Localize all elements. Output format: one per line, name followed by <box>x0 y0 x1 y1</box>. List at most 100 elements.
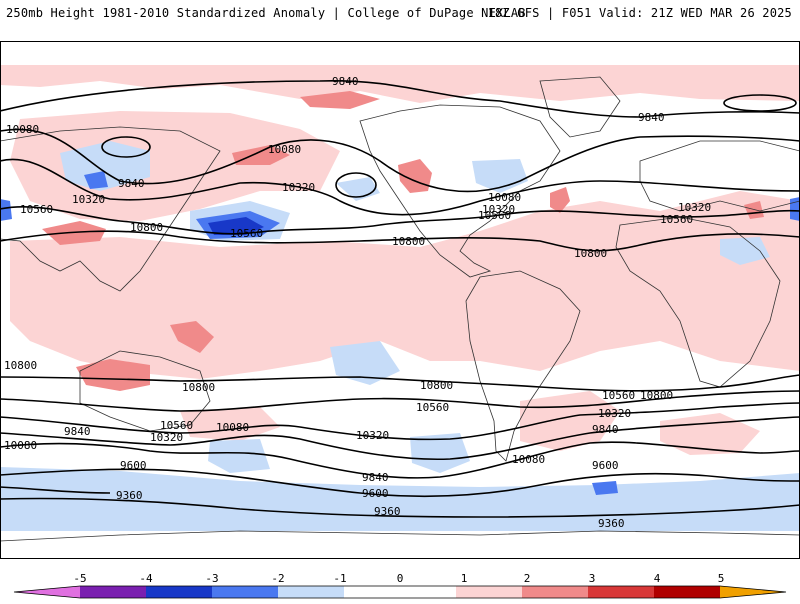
colorbar-tick-label: 5 <box>718 572 725 585</box>
contour-label: 10560 <box>416 401 449 414</box>
contour-label: 9600 <box>592 459 619 472</box>
colorbar-tick-label: 1 <box>461 572 468 585</box>
contour-label: 9360 <box>374 505 401 518</box>
colorbar-tick-label: -2 <box>271 572 284 585</box>
map-canvas: 9840 9840 9840 10080 10080 10080 10320 1… <box>0 41 800 559</box>
contour-closed-low-siberia <box>101 136 151 158</box>
contour-label: 10800 <box>4 359 37 372</box>
anomaly-neg-west-edge <box>0 199 12 221</box>
header: 250mb Height 1981-2010 Standardized Anom… <box>0 0 800 40</box>
colorbar-canvas: -5 -4 -3 -2 -1 0 1 2 3 4 5 <box>13 572 787 599</box>
coast-greenland <box>539 76 621 138</box>
colorbar: -5 -4 -3 -2 -1 0 1 2 3 4 5 <box>0 570 800 600</box>
anomaly-neg-siberia <box>60 141 150 191</box>
contour-label: 10800 <box>640 389 673 402</box>
contour-label: 9840 <box>118 177 145 190</box>
coast-asia <box>0 126 221 292</box>
contour-label: 10800 <box>130 221 163 234</box>
colorbar-tick-label: 2 <box>524 572 531 585</box>
contour-10080-north <box>0 128 800 193</box>
colorbar-tick-label: -4 <box>139 572 153 585</box>
contour-label: 9840 <box>592 423 619 436</box>
contour-label: 9360 <box>598 517 625 530</box>
contour-label: 10080 <box>4 439 37 452</box>
anomaly-pos-arctic <box>0 65 800 103</box>
anomaly-neg-deep-pacific-core <box>208 217 264 235</box>
contour-label: 10080 <box>512 453 545 466</box>
contour-label: 10800 <box>420 379 453 392</box>
anomaly-neg-north-america <box>472 159 528 193</box>
coast-europe <box>639 140 800 212</box>
anomaly-pos-south-indian <box>660 413 760 455</box>
contour-label: 10560 <box>660 213 693 226</box>
colorbar-tick-label: 3 <box>589 572 596 585</box>
contour-label: 9840 <box>64 425 91 438</box>
coast-antarctica <box>0 530 800 542</box>
contour-label: 10560 <box>478 209 511 222</box>
anomaly-pos-alaska <box>300 91 380 109</box>
contour-label: 10320 <box>598 407 631 420</box>
contour-9840-south <box>0 441 800 479</box>
colorbar-tick-label: -1 <box>333 572 346 585</box>
map-title: 250mb Height 1981-2010 Standardized Anom… <box>6 6 526 20</box>
contour-label: 10320 <box>150 431 183 444</box>
contour-label: 10800 <box>392 235 425 248</box>
contour-label: 10320 <box>482 203 515 216</box>
colorbar-segments <box>13 585 787 599</box>
anomaly-neg-south-pacific-center <box>330 341 400 385</box>
contour-label: 10560 <box>20 203 53 216</box>
colorbar-segment-pos3 <box>588 586 654 598</box>
colorbar-segment-zero-pos <box>400 586 456 598</box>
colorbar-segment-pos5 <box>720 586 786 598</box>
anomaly-neg-southern-ocean-core <box>592 481 618 495</box>
run-info: 18Z GFS | F051 Valid: 21Z WED MAR 26 202… <box>487 6 792 20</box>
contour-label: 10080 <box>6 123 39 136</box>
coast-north-america <box>359 104 561 278</box>
colorbar-segment-neg5 <box>14 586 80 598</box>
contour-label: 10320 <box>72 193 105 206</box>
colorbar-segment-neg3 <box>146 586 212 598</box>
anomaly-neg-siberia-core <box>84 171 108 189</box>
anomaly-pos-atlantic <box>550 187 570 213</box>
anomaly-pos-middle-east <box>744 201 764 219</box>
colorbar-ticks: -5 -4 -3 -2 -1 0 1 2 3 4 5 <box>73 572 724 585</box>
contour-label: 10560 <box>230 227 263 240</box>
contour-closed-high-arctic <box>723 94 797 112</box>
contour-9840-north <box>0 80 800 118</box>
contour-10080-south <box>0 416 800 461</box>
anomaly-pos-new-guinea <box>170 321 214 353</box>
colorbar-segment-neg1 <box>278 586 344 598</box>
anomaly-neg-arabia <box>720 237 770 265</box>
contour-9360-south <box>0 497 800 518</box>
contour-label: 10800 <box>574 247 607 260</box>
colorbar-segment-pos4 <box>654 586 720 598</box>
contour-label: 9840 <box>332 75 359 88</box>
contour-label: 10080 <box>216 421 249 434</box>
colorbar-segment-neg4 <box>80 586 146 598</box>
contour-label: 10320 <box>678 201 711 214</box>
contour-10560-south <box>0 390 800 412</box>
contour-10320-south <box>0 402 800 441</box>
anomaly-neg-east-edge <box>790 197 800 221</box>
contour-label: 9600 <box>362 487 389 500</box>
contour-10800-north <box>0 230 800 252</box>
anomaly-neg-south-atlantic <box>410 433 470 473</box>
anomaly-pos-south-atlantic <box>520 391 620 451</box>
colorbar-segment-zero-neg <box>344 586 400 598</box>
height-contours <box>0 80 800 518</box>
contour-10320-north <box>0 158 800 216</box>
contour-10560-north <box>0 206 800 235</box>
contour-9600-far-south <box>0 486 111 494</box>
contour-label: 9840 <box>638 111 665 124</box>
colorbar-segment-pos1 <box>456 586 522 598</box>
anomaly-pos-kamchatka <box>232 145 290 165</box>
colorbar-tick-label: 4 <box>654 572 661 585</box>
coast-australia <box>79 350 211 432</box>
contour-label: 10080 <box>268 143 301 156</box>
colorbar-tick-label: -3 <box>205 572 218 585</box>
colorbar-segment-neg2 <box>212 586 278 598</box>
coast-south-america <box>465 270 581 462</box>
contour-labels: 9840 9840 9840 10080 10080 10080 10320 1… <box>4 75 711 530</box>
colorbar-segment-pos2 <box>522 586 588 598</box>
contour-label: 10320 <box>282 181 315 194</box>
